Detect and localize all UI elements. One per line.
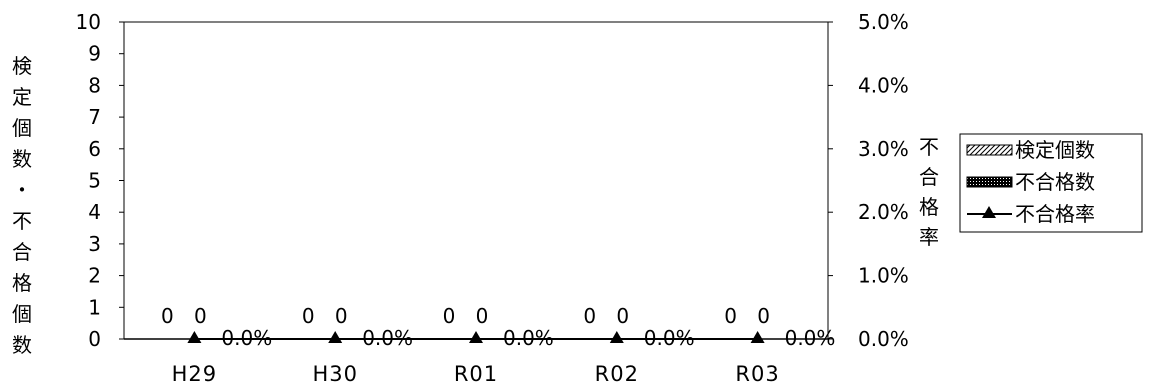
x-tick-label: R01 (454, 362, 498, 386)
bar-data-label: 0 (616, 304, 629, 328)
y-tick-label: 6 (88, 137, 101, 161)
rate-data-label: 0.0% (221, 326, 272, 350)
legend-label: 不合格率 (1015, 202, 1095, 226)
rate-data-label: 0.0% (362, 326, 413, 350)
y2-tick-label: 5.0% (858, 10, 909, 34)
y2-tick-label: 2.0% (858, 200, 909, 224)
y-tick-label: 2 (88, 264, 101, 288)
rate-marker (328, 331, 343, 343)
y2-axis-title: 不合格率 (919, 135, 939, 249)
rate-marker (187, 331, 202, 343)
rate-marker (469, 331, 483, 343)
y-tick-label: 5 (88, 169, 101, 193)
rate-marker (609, 331, 624, 343)
y-axis-title: 検定個数・不合格個数 (12, 54, 32, 357)
bar-data-label: 0 (476, 304, 489, 328)
bar-data-label: 0 (724, 304, 737, 328)
bar-data-label: 0 (443, 304, 456, 328)
rate-data-label: 0.0% (785, 326, 836, 350)
y2-tick-label: 1.0% (858, 264, 909, 288)
rate-data-label: 0.0% (503, 326, 554, 350)
y-tick-label: 3 (88, 232, 101, 256)
x-tick-label: H29 (172, 362, 218, 386)
y2-tick-label: 4.0% (858, 73, 909, 97)
y2-axis-label: 不合格率 (919, 135, 939, 249)
y-tick-label: 4 (88, 200, 101, 224)
y2-tick-label: 3.0% (858, 137, 909, 161)
axes: 0 1 2 3 4 5 6 7 8 9 10 0.0% 1.0% 2.0% 3.0% 4.0% 5.0% H29 H… (76, 10, 909, 386)
legend-swatch-marker (982, 206, 996, 218)
y-tick-label: 1 (88, 295, 101, 319)
x-tick-label: H30 (312, 362, 358, 386)
y-tick-label: 0 (88, 327, 101, 351)
y-tick-label: 8 (88, 73, 101, 97)
legend-label: 不合格数 (1015, 170, 1095, 194)
rate-marker (750, 331, 765, 343)
bar-data-label: 0 (161, 304, 174, 328)
bar-data-label: 0 (335, 304, 348, 328)
y-tick-label: 7 (88, 105, 101, 129)
y2-tick-label: 0.0% (858, 327, 909, 351)
bar-data-label: 0 (583, 304, 596, 328)
bar-data-label: 0 (194, 304, 207, 328)
y-tick-label: 9 (88, 42, 101, 66)
legend-label: 検定個数 (1015, 138, 1095, 162)
legend-swatch-rejected (966, 176, 1013, 188)
plot-area: 0 0 0 0 00 0 0 0 00.0% 0.0% 0.0% 0.0% 0.0% (161, 304, 835, 350)
legend-swatch-inspected (966, 144, 1013, 156)
y-axis-label: 検定個数・不合格個数 (12, 54, 32, 357)
bar-data-label: 0 (757, 304, 770, 328)
rate-data-label: 0.0% (644, 326, 695, 350)
x-tick-label: R02 (595, 362, 639, 386)
y-tick-label: 10 (76, 10, 101, 34)
bar-data-label: 0 (302, 304, 315, 328)
x-tick-label: R03 (735, 362, 779, 386)
